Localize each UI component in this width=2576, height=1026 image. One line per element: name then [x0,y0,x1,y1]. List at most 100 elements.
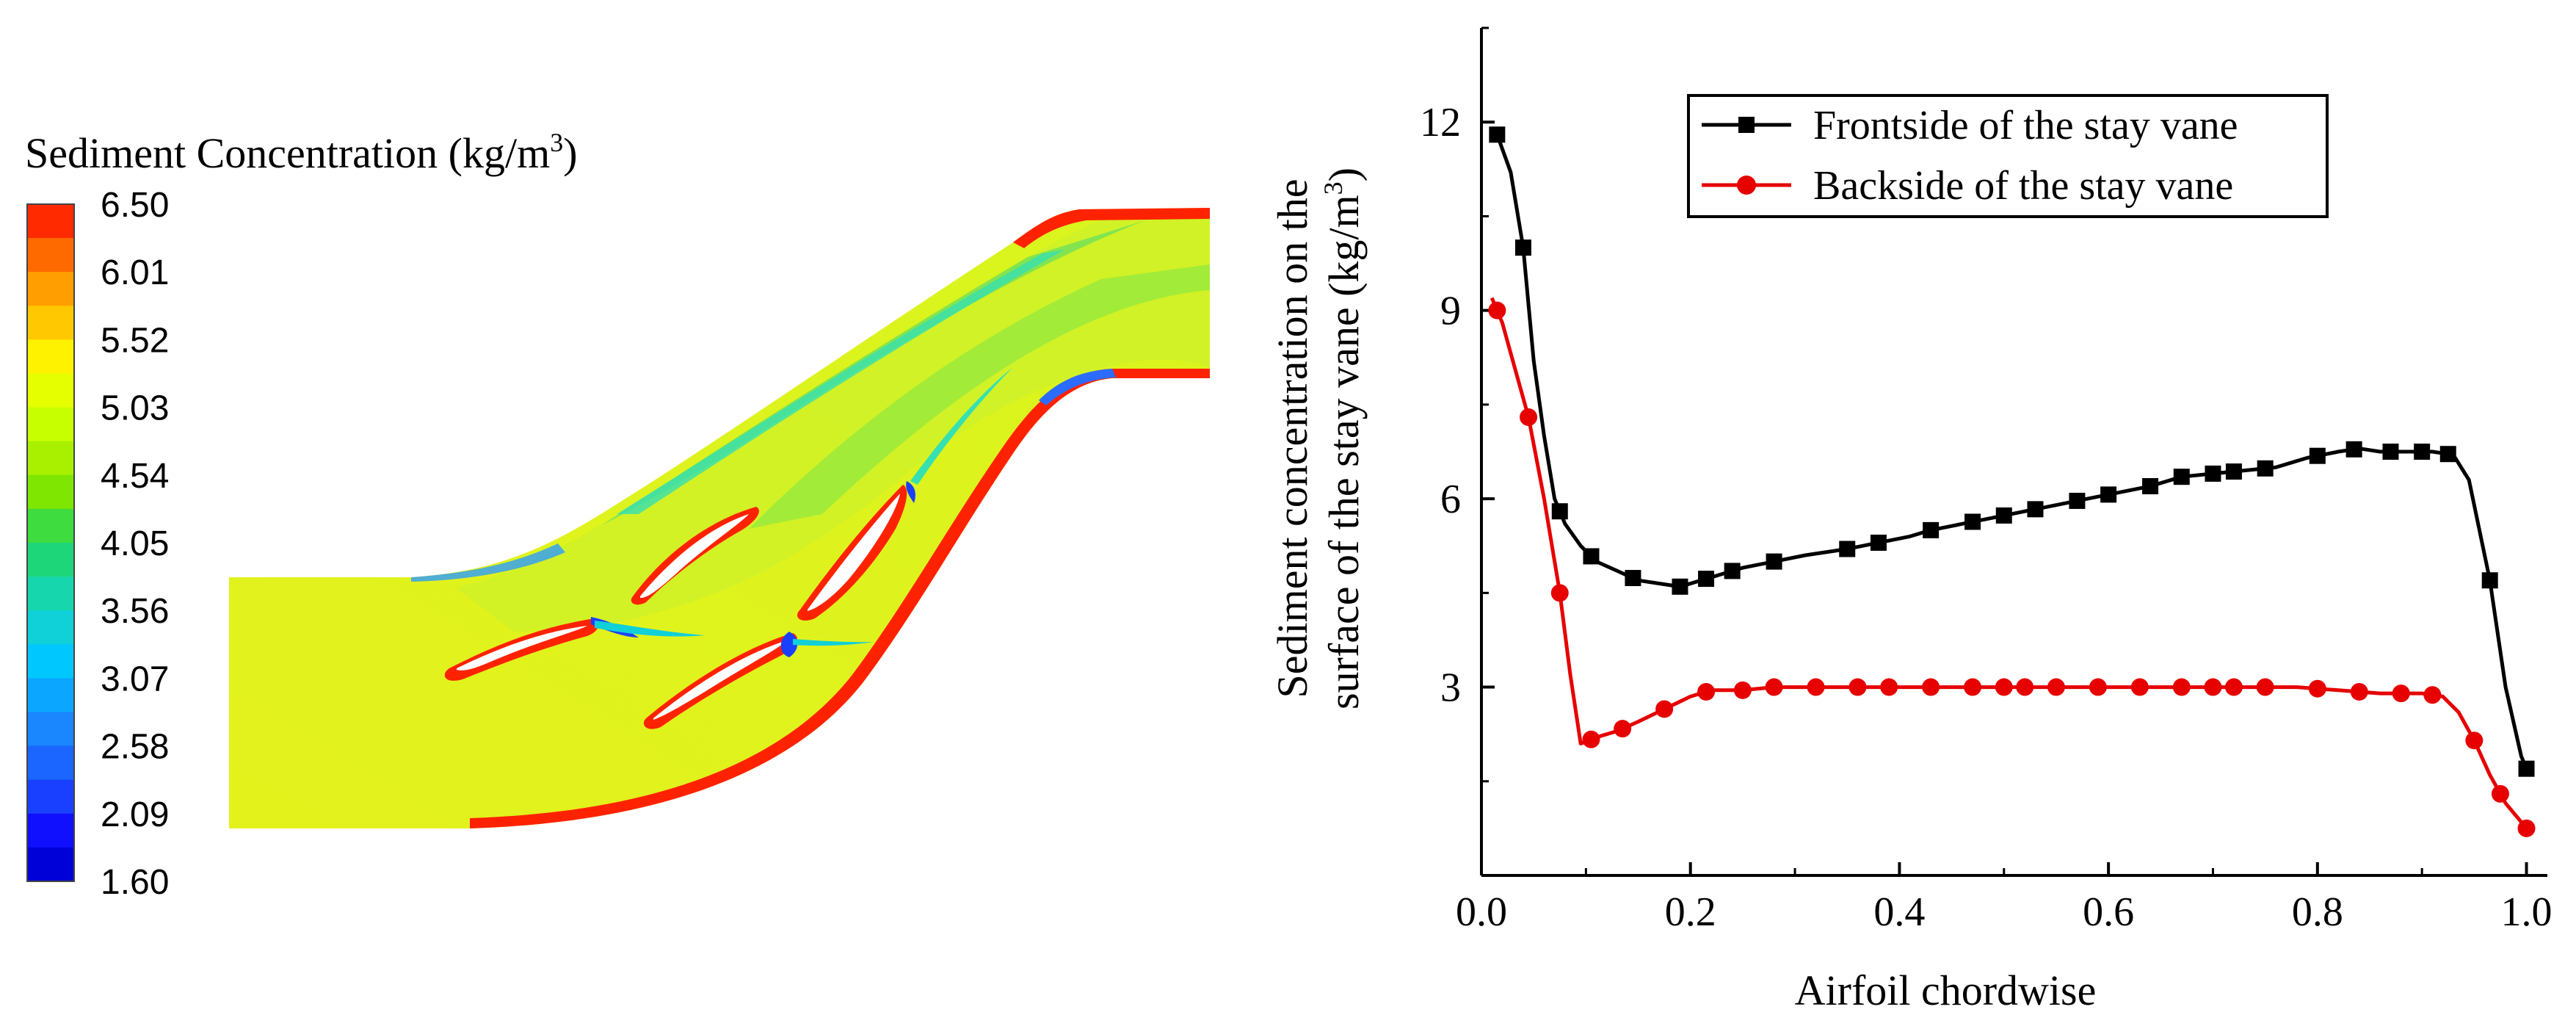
colorbar-segment [27,847,74,882]
data-point-frontside [1583,548,1600,565]
cfd-panel: Sediment Concentration (kg/m3) 6.50 6.01 5… [25,128,1210,902]
y-axis-title-sup: 3 [1318,181,1348,195]
y-axis-title-line2-main: surface of the stay vane (kg/m [1320,195,1368,709]
colorbar-segment [27,779,74,814]
data-point-frontside [2100,486,2117,503]
colorbar-segment [27,272,74,306]
colorbar [26,203,75,882]
colorbar-label: 6.01 [101,253,169,292]
data-point-frontside [1551,503,1568,520]
x-tick-label: 0.2 [1665,889,1716,935]
y-axis-title-line1: Sediment concentration on the [1269,178,1316,698]
data-point-frontside [2518,760,2535,777]
colorbar-segment [27,339,74,374]
data-point-backside [2172,678,2191,696]
colorbar-segment [27,306,74,340]
colorbar-title-close: ) [563,129,577,177]
y-axis-title-line2: surface of the stay vane (kg/m3) [1318,167,1368,709]
y-tick-label: 3 [1440,665,1461,711]
data-point-frontside [2205,465,2221,482]
x-axis-title: Airfoil chordwise [1795,967,2097,1014]
flow-edge-top [1013,208,1210,248]
colorbar-title: Sediment Concentration (kg/m3) [25,128,578,177]
data-point-backside [2130,678,2149,696]
colorbar-segment [27,745,74,781]
data-point-backside [2204,678,2222,696]
data-point-backside [1880,678,1898,696]
colorbar-segment [27,543,74,577]
colorbar-labels: 6.50 6.01 5.52 5.03 4.54 4.05 3.56 3.07 2.58 2.09… [101,186,169,902]
colorbar-segment [27,712,74,747]
colorbar-title-main: Sediment Concentration (kg/m [25,129,550,177]
x-tick-label: 0.6 [2083,889,2134,935]
flow-streak-green-2 [749,264,1210,529]
colorbar-segment [27,577,74,611]
data-point-frontside [2414,444,2431,460]
colorbar-frame [26,203,75,882]
data-point-frontside [1724,563,1741,579]
data-point-backside [1922,678,1940,696]
series-lines [1490,134,2528,830]
chart-axes [1480,26,2547,877]
data-point-backside [2256,678,2274,696]
data-point-backside [1765,678,1783,696]
data-point-backside [1807,678,1825,696]
colorbar-label: 3.56 [101,592,169,631]
colorbar-segment [27,204,74,239]
data-point-backside [2016,678,2034,696]
data-point-frontside [1995,507,2012,524]
series-line-frontside [1495,134,2528,770]
colorbar-label: 2.09 [101,795,169,834]
data-point-frontside [1839,541,1856,557]
data-point-frontside [2309,447,2326,464]
data-point-frontside [2345,441,2362,458]
flow-edge-bottom-blue [1039,369,1116,405]
colorbar-segment [27,644,74,679]
data-point-frontside [2142,478,2159,495]
colorbar-label: 4.54 [101,457,169,496]
colorbar-label: 4.05 [101,524,169,563]
wake-streak-1 [595,621,705,637]
data-point-frontside [2225,463,2242,480]
x-tick-label: 0.4 [1873,889,1925,935]
stay-vane-2 [631,507,759,605]
legend-label-front: Frontside of the stay vane [1813,103,2238,148]
chart-legend: Frontside of the stay vane Backside of t… [1687,94,2329,218]
y-tick-label: 9 [1440,289,1461,334]
y-axis-title-close: ) [1320,167,1368,181]
data-point-backside [1488,301,1506,319]
y-tick-label: 6 [1440,477,1461,522]
data-point-backside [1848,678,1867,696]
flow-streak-teal [617,250,1064,514]
colorbar-segment [27,474,74,510]
x-tick-label: 0.8 [2292,889,2343,935]
colorbar-label: 2.58 [101,728,169,767]
data-point-backside [2517,819,2536,837]
stay-vane-4 [797,481,915,621]
wake-streak-3 [910,367,1013,485]
data-point-frontside [2481,572,2498,589]
data-point-frontside [1964,513,1981,530]
data-point-frontside [1870,534,1887,551]
colorbar-label: 3.07 [101,660,169,698]
data-point-backside [2089,678,2107,696]
legend-box [1687,94,2329,218]
data-point-backside [1520,408,1538,426]
tick-labels: 0.0 0.2 0.4 0.6 0.8 1.0 3 6 9 12 [1420,100,2553,935]
data-point-frontside [1923,521,1940,538]
colorbar-segment [27,441,74,476]
colorbar-label: 5.03 [101,389,169,428]
x-tick-label: 1.0 [2501,889,2553,935]
data-point-frontside [2439,446,2456,463]
flow-edge-top-blue [411,543,565,582]
data-point-frontside [1672,578,1688,595]
data-point-frontside [1766,553,1782,570]
line-chart: 0.0 0.2 0.4 0.6 0.8 1.0 3 6 9 12 Airfoil chordwis… [1269,26,2553,1014]
data-point-backside [2465,731,2484,750]
colorbar-segment [27,610,74,645]
colorbar-segment [27,238,74,272]
y-axis-title: Sediment concentration on the surface of… [1269,167,1368,709]
wake-streak-2 [793,639,874,646]
legend-marker-front [1738,117,1755,133]
